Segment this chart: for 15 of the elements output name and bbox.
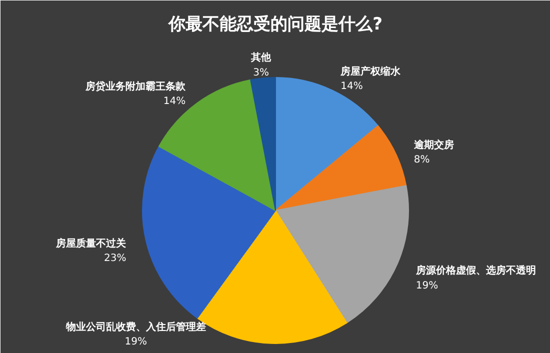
slice-label: 其他 — [250, 52, 272, 64]
data-label: 19% — [416, 280, 438, 292]
data-label: 3% — [253, 67, 270, 78]
slice-label: 房屋质量不过关 — [55, 237, 128, 250]
slice-label: 逾期交房 — [412, 138, 454, 151]
slice-label: 房贷业务附加霸王条款 — [84, 80, 187, 92]
data-label: 8% — [414, 154, 430, 166]
chart-title: 你最不能忍受的问题是什么? — [168, 14, 382, 34]
data-label: 19% — [124, 336, 147, 348]
slice-label: 房源价格虚假、选房不透明 — [414, 264, 536, 277]
slice-label: 物业公司乱收费、入住后管理差 — [64, 321, 206, 334]
slice-label: 房屋产权缩水 — [340, 66, 402, 78]
data-label: 14% — [163, 96, 186, 107]
data-label: 14% — [340, 81, 363, 92]
data-label: 23% — [104, 252, 126, 264]
